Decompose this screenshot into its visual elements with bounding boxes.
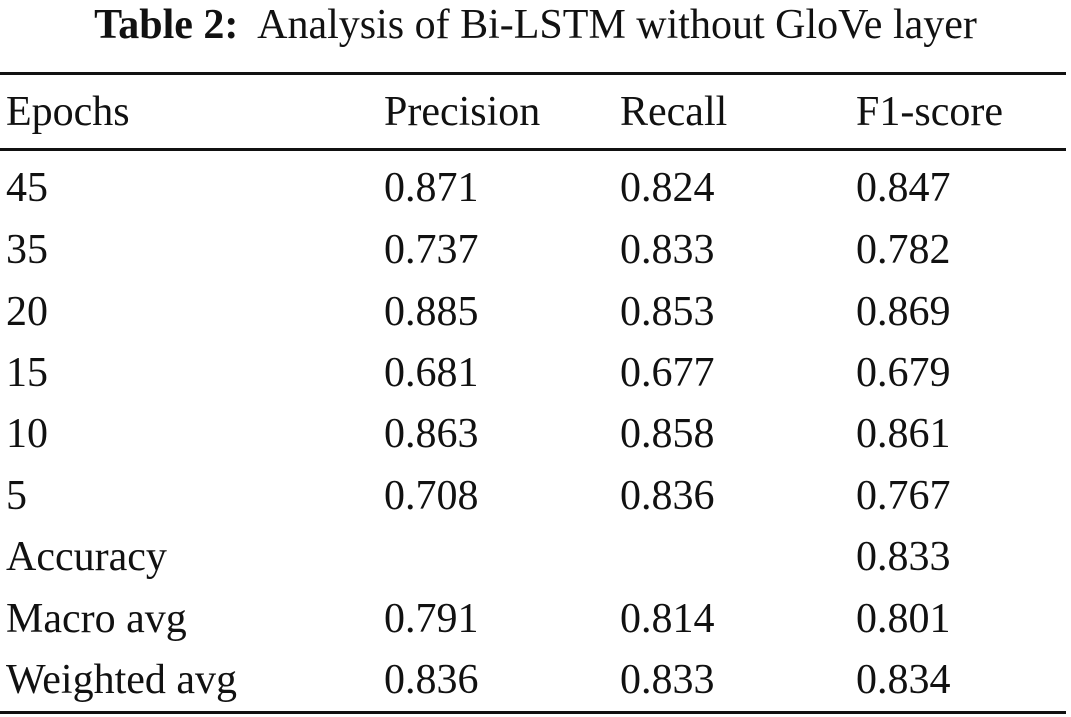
cell-f1-score: 0.782 bbox=[856, 227, 951, 273]
cell-recall: 0.833 bbox=[620, 657, 715, 703]
cell-epochs: 35 bbox=[6, 227, 48, 273]
cell-precision: 0.681 bbox=[384, 350, 479, 396]
cell-epochs: 10 bbox=[6, 411, 48, 457]
table-caption-text: Analysis of Bi-LSTM without GloVe layer bbox=[257, 2, 977, 48]
table-row: 35 0.737 0.833 0.782 bbox=[0, 220, 1066, 280]
cell-recall: 0.853 bbox=[620, 289, 715, 335]
header-recall: Recall bbox=[620, 89, 728, 135]
table-row: 10 0.863 0.858 0.861 bbox=[0, 404, 1066, 464]
cell-precision: 0.737 bbox=[384, 227, 479, 273]
cell-recall: 0.677 bbox=[620, 350, 715, 396]
header-precision: Precision bbox=[384, 89, 541, 135]
cell-epochs: 5 bbox=[6, 473, 27, 519]
cell-f1-score: 0.834 bbox=[856, 657, 951, 703]
table-row: 20 0.885 0.853 0.869 bbox=[0, 282, 1066, 342]
table-row: Weighted avg 0.836 0.833 0.834 bbox=[0, 650, 1066, 710]
table-row: Macro avg 0.791 0.814 0.801 bbox=[0, 589, 1066, 649]
header-f1-score: F1-score bbox=[856, 89, 1003, 135]
table-row: Accuracy 0.833 bbox=[0, 527, 1066, 587]
table-row: 45 0.871 0.824 0.847 bbox=[0, 158, 1066, 218]
cell-recall: 0.858 bbox=[620, 411, 715, 457]
table-bottom-rule bbox=[0, 711, 1066, 714]
cell-metric-label: Accuracy bbox=[6, 534, 167, 580]
table-top-rule bbox=[0, 72, 1066, 75]
cell-f1-score: 0.801 bbox=[856, 596, 951, 642]
cell-recall: 0.824 bbox=[620, 165, 715, 211]
cell-f1-score: 0.869 bbox=[856, 289, 951, 335]
cell-f1-score: 0.679 bbox=[856, 350, 951, 396]
cell-f1-score: 0.833 bbox=[856, 534, 951, 580]
cell-precision: 0.885 bbox=[384, 289, 479, 335]
cell-precision: 0.791 bbox=[384, 596, 479, 642]
cell-recall: 0.814 bbox=[620, 596, 715, 642]
cell-recall: 0.836 bbox=[620, 473, 715, 519]
cell-precision: 0.836 bbox=[384, 657, 479, 703]
table-header-row: Epochs Precision Recall F1-score bbox=[0, 82, 1066, 142]
cell-precision: 0.863 bbox=[384, 411, 479, 457]
cell-recall: 0.833 bbox=[620, 227, 715, 273]
table-caption-label: Table 2: bbox=[94, 2, 239, 48]
cell-f1-score: 0.767 bbox=[856, 473, 951, 519]
cell-epochs: 15 bbox=[6, 350, 48, 396]
table-row: 5 0.708 0.836 0.767 bbox=[0, 466, 1066, 526]
table-header-rule bbox=[0, 148, 1066, 151]
cell-metric-label: Weighted avg bbox=[6, 657, 238, 703]
table-row: 15 0.681 0.677 0.679 bbox=[0, 343, 1066, 403]
cell-epochs: 45 bbox=[6, 165, 48, 211]
cell-precision: 0.708 bbox=[384, 473, 479, 519]
cell-epochs: 20 bbox=[6, 289, 48, 335]
table-caption: Table 2: Analysis of Bi-LSTM without Glo… bbox=[0, 2, 1071, 48]
header-epochs: Epochs bbox=[6, 89, 130, 135]
cell-metric-label: Macro avg bbox=[6, 596, 187, 642]
cell-f1-score: 0.861 bbox=[856, 411, 951, 457]
cell-f1-score: 0.847 bbox=[856, 165, 951, 211]
cell-precision: 0.871 bbox=[384, 165, 479, 211]
